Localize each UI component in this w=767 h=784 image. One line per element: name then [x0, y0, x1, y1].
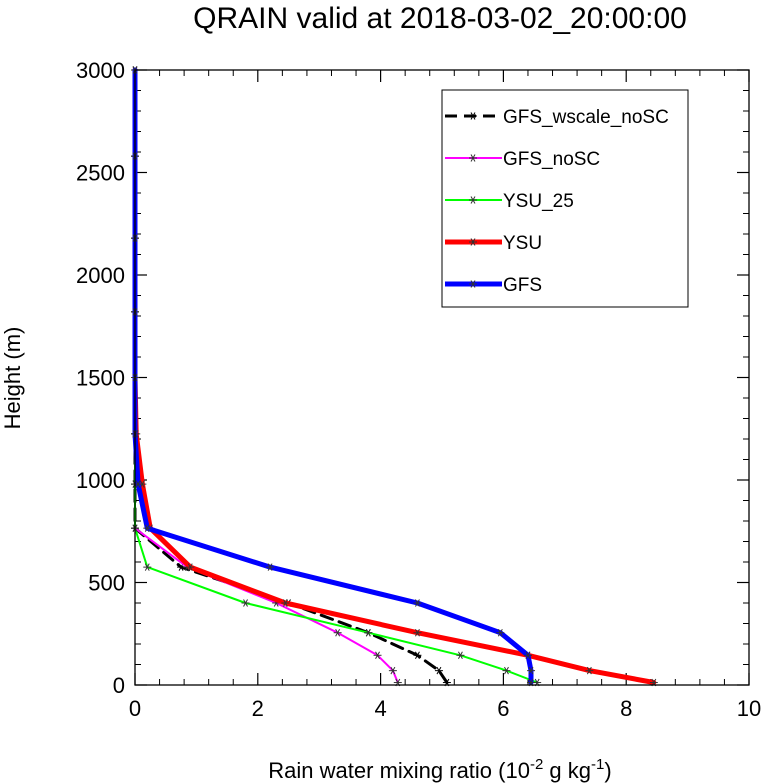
legend-marker [469, 112, 477, 120]
legend-marker [469, 196, 477, 204]
legend-marker [469, 280, 477, 288]
legend-label: YSU_25 [503, 191, 574, 212]
data-point [143, 563, 152, 571]
data-point [266, 563, 275, 571]
series-line [133, 68, 449, 684]
y-tick-label: 3000 [76, 58, 125, 83]
data-point [456, 651, 465, 660]
data-point [186, 563, 195, 571]
legend: GFS_wscale_noSC GFS_noSC YSU_25 YSU GFS [441, 89, 689, 308]
legend-item: GFS_noSC [445, 149, 600, 170]
data-point [241, 599, 250, 607]
x-tick-label: 6 [497, 696, 509, 721]
data-point [333, 628, 342, 637]
data-point [527, 666, 536, 675]
svg-text:Height (m): Height (m) [0, 327, 25, 430]
legend-item: GFS [445, 275, 542, 296]
x-tick-label: 2 [252, 696, 264, 721]
legend-item: GFS_wscale_noSC [445, 107, 669, 128]
data-point [523, 651, 532, 660]
legend-box [441, 89, 689, 308]
series-GFS_noSC [131, 66, 402, 687]
data-point [388, 666, 397, 675]
data-point [502, 666, 511, 675]
y-tick-label: 0 [113, 673, 125, 698]
data-point [585, 666, 594, 675]
legend-label: GFS [503, 275, 542, 296]
x-tick-label: 4 [374, 696, 386, 721]
legend-label: GFS_noSC [503, 149, 600, 170]
y-tick-label: 2000 [76, 263, 125, 288]
legend-marker [469, 154, 477, 162]
data-point [496, 628, 505, 637]
x-tick-label: 0 [129, 696, 141, 721]
legend-item: YSU [445, 233, 542, 254]
chart-title: QRAIN valid at 2018-03-02_20:00:00 [193, 2, 687, 35]
y-axis-label: Height (m) [0, 327, 25, 430]
legend-marker [469, 238, 477, 246]
x-tick-label: 10 [737, 696, 761, 721]
legend-label: YSU [503, 233, 542, 254]
legend-item: YSU_25 [445, 191, 574, 212]
y-tick-label: 1500 [76, 366, 125, 391]
y-tick-label: 2500 [76, 161, 125, 186]
legend-label: GFS_wscale_noSC [503, 107, 669, 128]
x-axis-label: Rain water mixing ratio (10-2 g kg-1) [268, 756, 611, 783]
data-point [434, 666, 443, 675]
y-tick-label: 500 [88, 571, 125, 596]
x-tick-label: 8 [620, 696, 632, 721]
data-point [143, 524, 152, 532]
series-GFS_wscale_noSC [131, 66, 451, 687]
data-point [281, 599, 290, 607]
data-point [413, 651, 422, 660]
plot-frame [134, 69, 750, 686]
data-point [364, 628, 373, 637]
y-tick-label: 1000 [76, 468, 125, 493]
data-point [413, 599, 422, 607]
data-point [413, 628, 422, 637]
data-point [373, 651, 382, 660]
axes: 0 2 4 6 8 10 0 500 1000 1500 2000 2500 3000 [76, 58, 761, 721]
